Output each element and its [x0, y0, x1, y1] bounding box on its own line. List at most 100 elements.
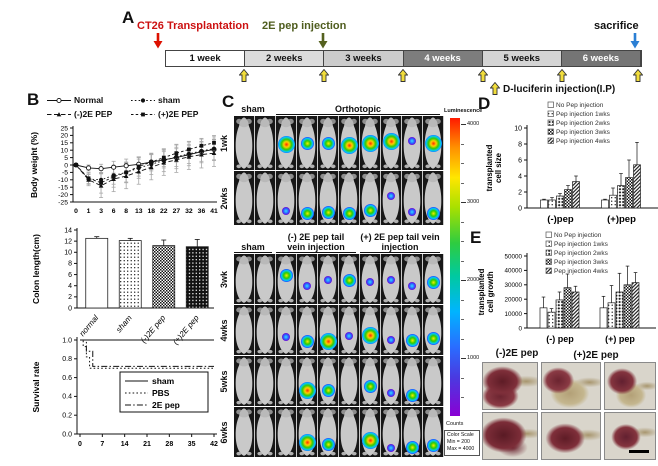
- bioluminescence-spot: [298, 434, 316, 452]
- mouse-row-label: 3wk: [219, 271, 229, 289]
- timeline-event-arrow: [153, 33, 163, 49]
- mouse-group-label: sham: [241, 103, 265, 114]
- svg-text:10: 10: [60, 148, 68, 155]
- legend-label: (-)2E PEP: [74, 109, 113, 119]
- bioluminescence-spot: [387, 388, 395, 397]
- mouse-group-header: Orthotopic: [276, 101, 440, 115]
- svg-text:No Pep injection: No Pep injection: [556, 102, 604, 109]
- mouse-silhouette: [234, 356, 254, 406]
- mouse-silhouette: [234, 305, 254, 355]
- mouse-image: [318, 254, 339, 304]
- svg-text:0: 0: [518, 325, 522, 332]
- bioluminescence-spot: [321, 384, 335, 398]
- bioluminescence-spot: [424, 135, 442, 152]
- panel-e-label: E: [470, 228, 482, 247]
- legend-marker-icon: [47, 111, 71, 116]
- mouse-image: [360, 305, 381, 355]
- mouse-image: [255, 116, 276, 170]
- panel-c-label: C: [222, 92, 235, 111]
- svg-text:12: 12: [64, 238, 72, 245]
- mouse-image: [297, 356, 318, 406]
- svg-text:(+) pep: (+) pep: [605, 334, 635, 344]
- svg-text:Pep injection 3wks: Pep injection 3wks: [556, 129, 611, 136]
- injection-up-arrow-icon: [239, 69, 249, 82]
- mouse-silhouette: [381, 305, 401, 355]
- svg-text:1.0: 1.0: [62, 337, 72, 344]
- colorbar-minor-tick: [461, 377, 464, 379]
- timeline-week-cell: 5 weeks: [482, 51, 562, 66]
- svg-text:20: 20: [60, 133, 68, 140]
- mouse-image: [423, 305, 444, 355]
- svg-text:0: 0: [74, 208, 78, 215]
- legend-item: Normal: [46, 95, 103, 105]
- svg-text:3: 3: [99, 208, 103, 215]
- bioluminescence-spot: [408, 208, 416, 217]
- colon-length-chart: 0 2 4 6 8 10 12 14 Colon length(cm) normal sham (-)…: [28, 224, 220, 346]
- svg-text:Colon length(cm): Colon length(cm): [31, 234, 41, 304]
- timeline-event-label: CT26 Transplantation: [137, 20, 249, 32]
- mouse-image: [234, 254, 255, 304]
- timeline-event-label: 2E pep injection: [262, 20, 347, 32]
- mouse-image: [234, 171, 255, 225]
- mouse-image: [339, 171, 360, 225]
- colorbar-minor-tick: [461, 221, 464, 223]
- svg-text:0.0: 0.0: [62, 431, 72, 438]
- mouse-silhouette: [423, 305, 443, 355]
- mouse-image: [360, 254, 381, 304]
- colorbar-minor-tick: [461, 260, 464, 262]
- mouse-silhouette: [276, 407, 296, 457]
- svg-text:6: 6: [518, 157, 522, 164]
- transplanted-cell-size-chart: 0 2 4 6 8 10 No Pep injection Pep injection 1wk…: [484, 98, 658, 230]
- timeline-week-bar: 1 week 2 weeks 3 weeks 4 weeks 5 weeks 6 week…: [165, 50, 642, 67]
- svg-text:PBS: PBS: [152, 388, 170, 398]
- legend-label: (+)2E PEP: [158, 109, 199, 119]
- svg-text:-20: -20: [58, 192, 68, 199]
- mouse-image: [360, 171, 381, 225]
- colorbar-tick: [461, 202, 466, 203]
- svg-text:10000: 10000: [504, 311, 522, 318]
- bioluminescence-spot: [300, 207, 314, 221]
- transplanted-cell-growth-chart: 0 10000 20000 30000 40000 50000 No Pep injecti…: [474, 230, 658, 354]
- mouse-image: [318, 116, 339, 170]
- injection-up-arrow-icon: [398, 69, 408, 82]
- mouse-group-header: sham: [234, 101, 272, 114]
- mouse-image: [255, 305, 276, 355]
- colorbar-tick-label: 2000: [467, 277, 480, 283]
- injection-up-arrow-icon: [557, 69, 567, 82]
- mouse-silhouette: [402, 171, 422, 225]
- mouse-silhouette: [234, 254, 254, 304]
- bioluminescence-spot: [426, 207, 440, 221]
- bioluminescence-spot: [324, 275, 332, 284]
- svg-text:8: 8: [68, 261, 72, 268]
- svg-text:36: 36: [198, 208, 206, 215]
- mouse-silhouette: [276, 171, 296, 225]
- bioluminescence-spot: [405, 389, 419, 403]
- svg-text:50000: 50000: [504, 253, 522, 260]
- mouse-silhouette: [402, 305, 422, 355]
- panel-b-label: B: [27, 90, 40, 109]
- mouse-silhouette: [276, 356, 296, 406]
- svg-text:Pep injection 1wks: Pep injection 1wks: [554, 241, 609, 248]
- colorbar-tick-label: 1000: [467, 355, 480, 361]
- survival-rate-chart: 1.0 0.8 0.6 0.4 0.2 0.0 0 7 14 21 28 35 42 Survival r…: [28, 330, 220, 462]
- organ-photo: [482, 412, 538, 460]
- luciferin-injection-arrow: [239, 69, 249, 82]
- svg-text:0.8: 0.8: [62, 356, 72, 363]
- bioluminescence-spot: [340, 136, 358, 154]
- colorbar-minor-tick: [461, 319, 464, 320]
- mouse-image: [402, 171, 423, 225]
- mouse-image: [423, 407, 444, 457]
- timeline-event-arrow: [318, 33, 328, 49]
- bioluminescence-spot: [277, 136, 295, 154]
- mouse-group-label: (-) 2E pep tail vein injection: [287, 232, 345, 252]
- bioluminescence-spot: [387, 191, 395, 200]
- mouse-image: [339, 254, 360, 304]
- mouse-image: [423, 171, 444, 225]
- experiment-timeline: CT26 Transplantation 2E pep injection sacr…: [0, 0, 658, 100]
- svg-text:Pep injection 4wks: Pep injection 4wks: [554, 268, 609, 275]
- mouse-image: [255, 254, 276, 304]
- svg-text:-5: -5: [62, 170, 68, 177]
- mouse-image: [423, 116, 444, 170]
- bioluminescence-spot: [366, 278, 374, 287]
- bioluminescence-spot: [279, 268, 293, 282]
